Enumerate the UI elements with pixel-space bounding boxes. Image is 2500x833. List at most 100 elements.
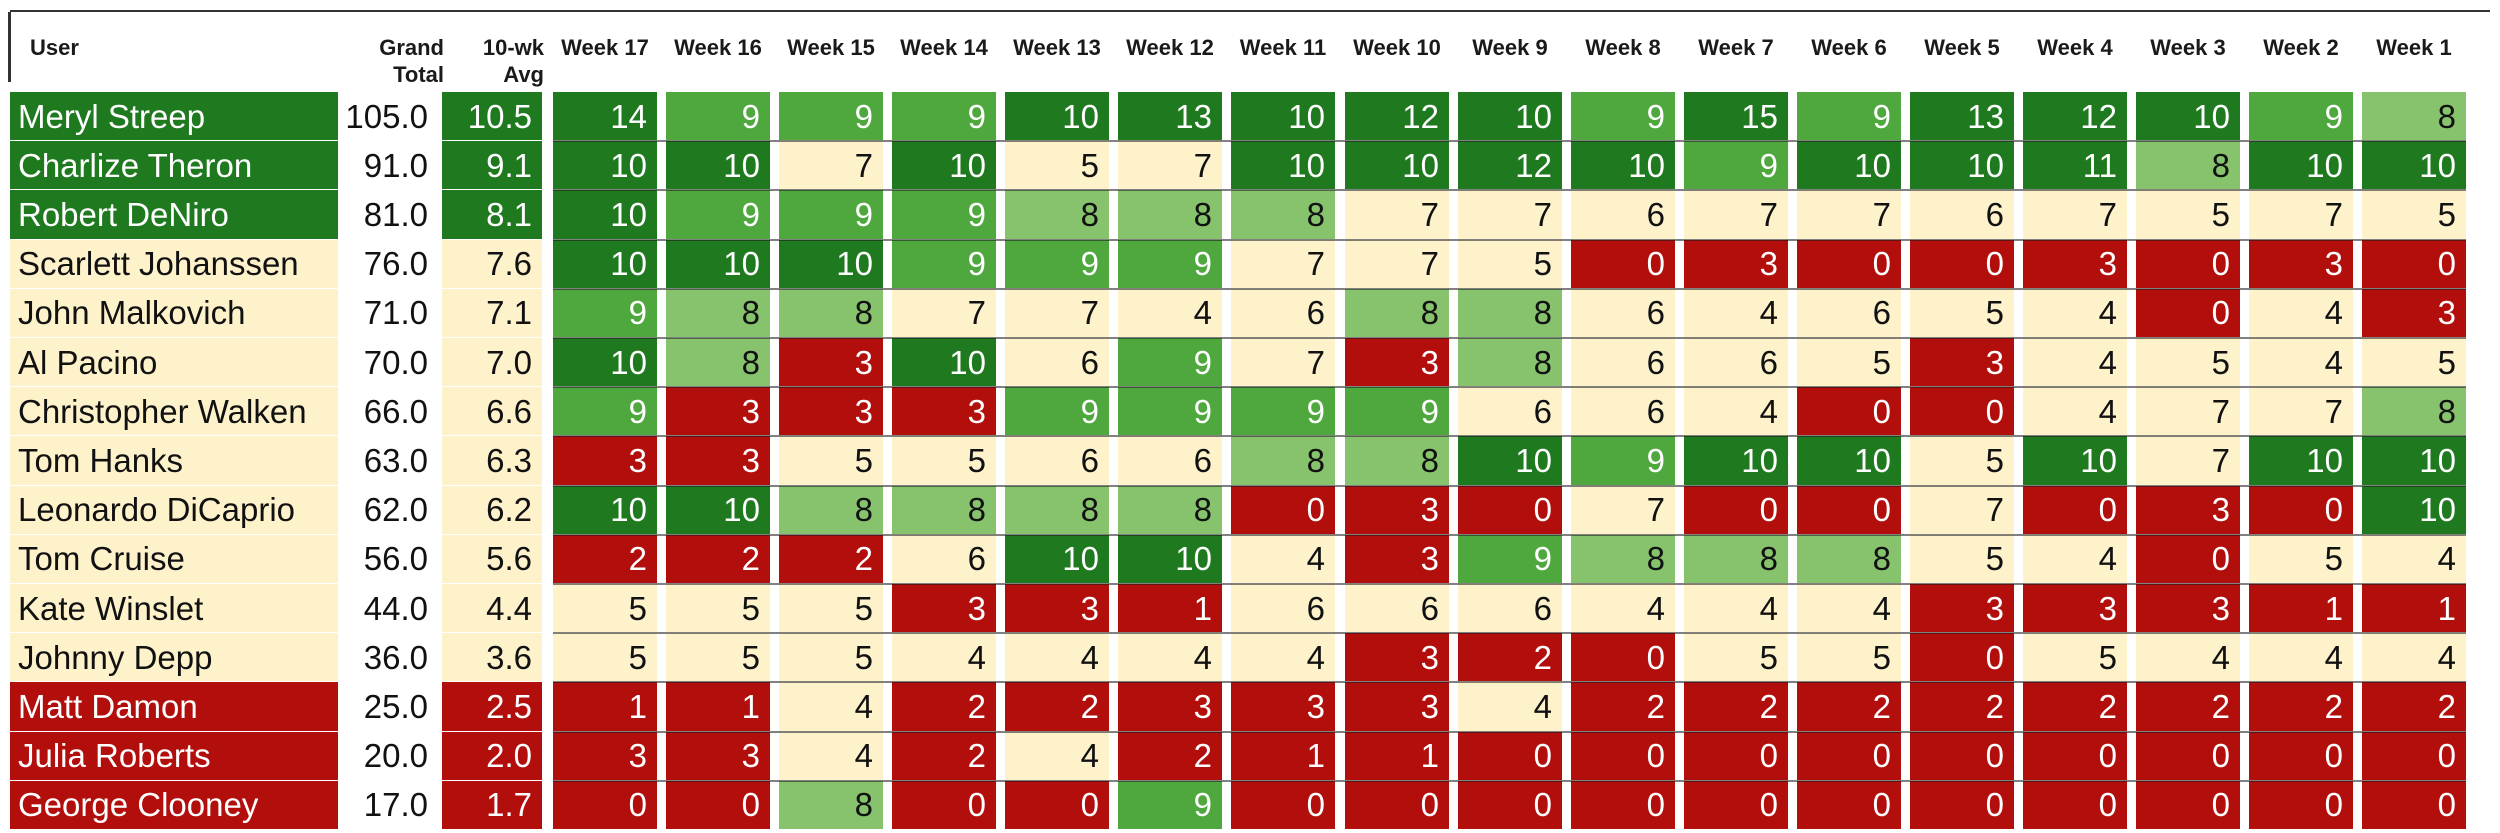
header-week-5[interactable]: Week 5 <box>1924 35 2000 60</box>
week-score-cell: 8 <box>2362 92 2466 141</box>
week-score-cell: 10 <box>1005 534 1109 583</box>
week-score-cell: 0 <box>1684 485 1788 534</box>
week-score-cell: 0 <box>1571 239 1675 288</box>
week-score-cell: 3 <box>1118 682 1222 731</box>
week-score-cell: 0 <box>1797 731 1901 780</box>
avg-cell: 1.7 <box>442 780 542 829</box>
header-week-4[interactable]: Week 4 <box>2037 35 2113 60</box>
week-score-cell: 8 <box>1571 534 1675 583</box>
header-week-2[interactable]: Week 2 <box>2263 35 2339 60</box>
header-week-15[interactable]: Week 15 <box>787 35 875 60</box>
week-score-cell: 10 <box>553 239 657 288</box>
header-avg[interactable]: 10-wk Avg <box>452 14 552 92</box>
week-score-cell: 8 <box>1684 534 1788 583</box>
week-score-cell: 10 <box>2362 141 2466 190</box>
week-score-cell: 7 <box>1684 190 1788 239</box>
week-score-cell: 10 <box>1458 92 1562 141</box>
week-score-cell: 3 <box>779 387 883 436</box>
week-score-cell: 0 <box>2023 485 2127 534</box>
week-score-cell: 9 <box>1005 387 1109 436</box>
week-score-cell: 9 <box>1571 436 1675 485</box>
week-score-cell: 5 <box>1684 633 1788 682</box>
header-user[interactable]: User <box>10 14 340 92</box>
header-grand-total[interactable]: Grand Total <box>342 14 452 92</box>
week-score-cell: 0 <box>1458 731 1562 780</box>
week-score-cell: 3 <box>553 731 657 780</box>
week-score-cell: 9 <box>553 288 657 337</box>
grand-total-cell: 36.0 <box>338 633 438 682</box>
week-score-cell: 1 <box>2249 584 2353 633</box>
week-score-cell: 9 <box>1797 92 1901 141</box>
week-score-cell: 10 <box>2362 436 2466 485</box>
week-score-cell: 8 <box>1231 436 1335 485</box>
user-name-cell: Kate Winslet <box>10 584 340 633</box>
week-score-cell: 7 <box>1571 485 1675 534</box>
week-score-cell: 3 <box>2023 239 2127 288</box>
header-week-9[interactable]: Week 9 <box>1472 35 1548 60</box>
week-score-cell: 8 <box>1118 485 1222 534</box>
week-score-cell: 3 <box>1345 682 1449 731</box>
week-score-cell: 10 <box>1571 141 1675 190</box>
header-week-17[interactable]: Week 17 <box>561 35 649 60</box>
row-divider <box>553 484 2466 487</box>
user-name-cell: Leonardo DiCaprio <box>10 485 340 534</box>
week-score-cell: 1 <box>2362 584 2466 633</box>
week-score-cell: 4 <box>2023 387 2127 436</box>
week-score-cell: 6 <box>1910 190 2014 239</box>
week-score-cell: 6 <box>1005 436 1109 485</box>
header-week-8[interactable]: Week 8 <box>1585 35 1661 60</box>
avg-cell: 6.3 <box>442 436 542 485</box>
week-score-cell: 2 <box>553 534 657 583</box>
week-score-cell: 0 <box>1571 633 1675 682</box>
week-score-cell: 0 <box>1571 780 1675 829</box>
header-week-11[interactable]: Week 11 <box>1239 35 1327 60</box>
week-score-cell: 5 <box>1458 239 1562 288</box>
grand-total-cell: 17.0 <box>338 780 438 829</box>
header-week-12[interactable]: Week 12 <box>1126 35 1214 60</box>
week-score-cell: 9 <box>1571 92 1675 141</box>
header-week-7[interactable]: Week 7 <box>1698 35 1774 60</box>
week-score-cell: 0 <box>1005 780 1109 829</box>
week-score-cell: 0 <box>1231 780 1335 829</box>
header-left-border <box>8 12 11 82</box>
week-score-cell: 0 <box>1458 780 1562 829</box>
week-score-cell: 8 <box>1005 190 1109 239</box>
week-score-cell: 6 <box>892 534 996 583</box>
week-score-cell: 10 <box>1797 141 1901 190</box>
week-score-cell: 8 <box>1005 485 1109 534</box>
avg-cell: 9.1 <box>442 141 542 190</box>
header-week-3[interactable]: Week 3 <box>2150 35 2226 60</box>
week-score-cell: 5 <box>2362 338 2466 387</box>
week-score-cell: 9 <box>1231 387 1335 436</box>
week-score-cell: 12 <box>1345 92 1449 141</box>
header-week-16[interactable]: Week 16 <box>674 35 762 60</box>
grand-total-cell: 63.0 <box>338 436 438 485</box>
week-score-cell: 1 <box>1345 731 1449 780</box>
header-week-1[interactable]: Week 1 <box>2376 35 2452 60</box>
week-score-cell: 10 <box>2362 485 2466 534</box>
header-week-14[interactable]: Week 14 <box>900 35 988 60</box>
week-score-cell: 4 <box>1118 288 1222 337</box>
week-score-cell: 0 <box>1231 485 1335 534</box>
week-score-cell: 1 <box>666 682 770 731</box>
week-score-cell: 7 <box>1345 190 1449 239</box>
row-divider <box>553 779 2466 782</box>
week-score-cell: 9 <box>892 239 996 288</box>
row-divider <box>553 533 2466 536</box>
week-score-cell: 10 <box>553 338 657 387</box>
week-score-cell: 0 <box>1684 731 1788 780</box>
header-week-10[interactable]: Week 10 <box>1353 35 1441 60</box>
week-score-cell: 9 <box>1118 239 1222 288</box>
week-score-cell: 5 <box>2362 190 2466 239</box>
user-name-cell: Scarlett Johanssen <box>10 239 340 288</box>
week-score-cell: 2 <box>779 534 883 583</box>
avg-cell: 7.0 <box>442 338 542 387</box>
header-week-13[interactable]: Week 13 <box>1013 35 1101 60</box>
week-score-cell: 7 <box>1458 190 1562 239</box>
week-score-cell: 1 <box>1231 731 1335 780</box>
week-score-cell: 3 <box>2136 485 2240 534</box>
user-name-cell: Julia Roberts <box>10 731 340 780</box>
header-week-6[interactable]: Week 6 <box>1811 35 1887 60</box>
week-score-cell: 0 <box>1797 780 1901 829</box>
week-score-cell: 3 <box>666 436 770 485</box>
